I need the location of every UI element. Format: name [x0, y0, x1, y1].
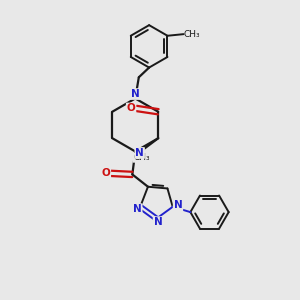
Text: O: O	[101, 168, 110, 178]
Text: CH₃: CH₃	[133, 153, 150, 162]
Text: O: O	[127, 103, 136, 113]
Text: CH₃: CH₃	[184, 30, 200, 39]
Text: N: N	[135, 148, 144, 158]
Text: N: N	[174, 200, 182, 210]
Text: N: N	[133, 204, 142, 214]
Text: N: N	[154, 217, 162, 227]
Text: N: N	[131, 89, 140, 99]
